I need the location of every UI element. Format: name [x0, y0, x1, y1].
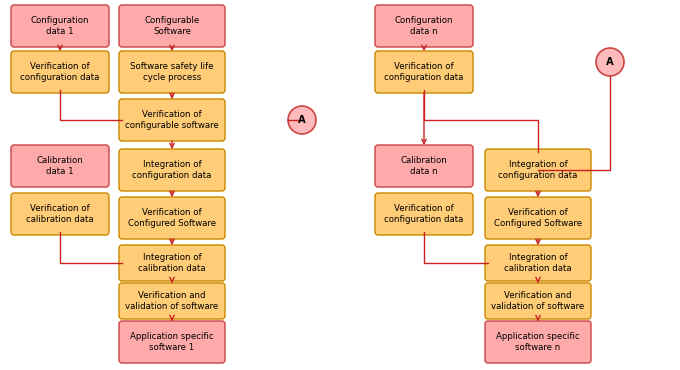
FancyBboxPatch shape [119, 5, 225, 47]
Text: Calibration
data 1: Calibration data 1 [37, 156, 84, 176]
Text: Verification of
configuration data: Verification of configuration data [384, 62, 464, 82]
FancyBboxPatch shape [11, 5, 109, 47]
Text: Software safety life
cycle process: Software safety life cycle process [131, 62, 214, 82]
Text: Integration of
configuration data: Integration of configuration data [498, 160, 578, 180]
Text: Verification of
calibration data: Verification of calibration data [27, 204, 94, 224]
Text: A: A [298, 115, 306, 125]
FancyBboxPatch shape [485, 283, 591, 319]
FancyBboxPatch shape [119, 51, 225, 93]
Text: Verification of
configurable software: Verification of configurable software [125, 110, 219, 130]
Text: Application specific
software 1: Application specific software 1 [130, 332, 214, 352]
Text: A: A [606, 57, 614, 67]
Text: Verification of
configuration data: Verification of configuration data [20, 62, 100, 82]
Text: Verification of
Configured Software: Verification of Configured Software [494, 208, 582, 228]
FancyBboxPatch shape [485, 197, 591, 239]
FancyBboxPatch shape [119, 197, 225, 239]
Text: Verification of
configuration data: Verification of configuration data [384, 204, 464, 224]
FancyBboxPatch shape [119, 99, 225, 141]
Text: Configuration
data n: Configuration data n [395, 16, 454, 36]
FancyBboxPatch shape [485, 149, 591, 191]
Ellipse shape [596, 48, 624, 76]
Text: Calibration
data n: Calibration data n [401, 156, 447, 176]
FancyBboxPatch shape [375, 193, 473, 235]
FancyBboxPatch shape [485, 321, 591, 363]
FancyBboxPatch shape [375, 51, 473, 93]
Text: Application specific
software n: Application specific software n [496, 332, 580, 352]
Ellipse shape [288, 106, 316, 134]
FancyBboxPatch shape [11, 193, 109, 235]
FancyBboxPatch shape [375, 5, 473, 47]
Text: Integration of
calibration data: Integration of calibration data [504, 253, 572, 273]
Text: Configurable
Software: Configurable Software [144, 16, 200, 36]
FancyBboxPatch shape [11, 51, 109, 93]
FancyBboxPatch shape [119, 321, 225, 363]
FancyBboxPatch shape [375, 145, 473, 187]
Text: Configuration
data 1: Configuration data 1 [31, 16, 89, 36]
FancyBboxPatch shape [11, 145, 109, 187]
Text: Verification and
validation of software: Verification and validation of software [492, 291, 585, 311]
Text: Integration of
configuration data: Integration of configuration data [133, 160, 211, 180]
Text: Integration of
calibration data: Integration of calibration data [138, 253, 206, 273]
FancyBboxPatch shape [119, 283, 225, 319]
FancyBboxPatch shape [485, 245, 591, 281]
FancyBboxPatch shape [119, 149, 225, 191]
Text: Verification and
validation of software: Verification and validation of software [125, 291, 219, 311]
Text: Verification of
Configured Software: Verification of Configured Software [128, 208, 216, 228]
FancyBboxPatch shape [119, 245, 225, 281]
